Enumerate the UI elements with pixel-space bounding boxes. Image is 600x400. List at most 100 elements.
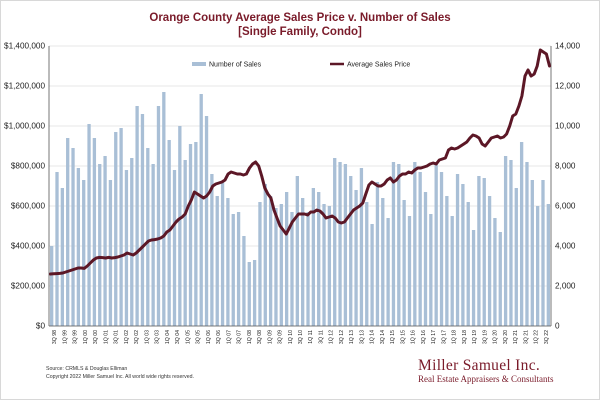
x-tick-label: 1Q 21 [513,330,519,344]
sales-bar [279,204,283,326]
sales-bar [301,198,305,326]
x-tick-label: 1Q 03 [144,330,150,344]
sales-bar [162,92,166,326]
x-tick-label: 1Q 22 [534,330,540,344]
sales-bar [317,192,321,326]
sales-bar [172,170,177,326]
sales-bar [215,196,219,326]
sales-bar [525,162,529,326]
x-tick-label: 1Q 14 [370,330,376,344]
sales-bar [477,176,481,326]
x-tick-label: 1Q 16 [411,330,417,344]
sales-bar [381,198,385,326]
sales-bar [204,116,209,326]
source-note: Source: CRMLS & Douglas Elliman Copyrigh… [46,365,194,381]
x-tick-label: 3Q 16 [421,330,427,344]
x-tick-label: 3Q 10 [298,330,304,344]
right-tick-label: 12,000 [555,82,580,91]
sales-bar [178,126,182,326]
x-tick-label: 1Q 10 [288,330,294,344]
sales-bar [322,204,326,326]
x-tick-label: 3Q 13 [359,330,365,344]
sales-bar [82,180,86,326]
x-tick-label: 1Q 05 [185,330,191,344]
sales-bar [333,158,337,326]
sales-bar [268,196,273,326]
x-tick-label: 1Q 08 [247,330,253,344]
brand-logo: Miller Samuel Inc. Real Estate Appraiser… [418,357,553,384]
sales-bar [135,106,139,326]
sales-bar [461,184,465,326]
x-tick-label: 3Q 17 [441,330,447,344]
left-tick-label: $800,000 [11,162,46,171]
sales-bar [487,196,492,326]
sales-bar [226,198,230,326]
x-tick-label: 1Q 12 [329,330,335,344]
sales-bar [274,208,278,326]
sales-bar [306,212,310,326]
sales-bar [311,188,316,326]
x-tick-label: 1Q 07 [226,330,232,344]
sales-bar [423,192,428,326]
left-tick-label: $0 [36,322,46,331]
sales-bar [103,156,107,326]
right-tick-label: 2,000 [555,282,576,291]
x-tick-label: 1Q 99 [62,330,68,344]
x-tick-label: 1Q 17 [431,330,437,344]
sales-bar [535,206,540,326]
sales-bar [375,182,380,326]
x-tick-label: 3Q 12 [339,330,345,344]
sales-bar [55,172,59,326]
sales-bar [397,164,401,326]
x-tick-label: 1Q 20 [493,330,499,344]
sales-bar [252,260,257,326]
sales-bar [354,190,358,326]
x-tick-label: 3Q 18 [462,330,468,344]
right-tick-label: 10,000 [555,122,580,131]
sales-bar [124,170,129,326]
sales-bar [130,158,134,326]
sales-bar [92,138,97,326]
sales-bar [498,232,502,326]
sales-bar [60,188,65,326]
sales-bar [146,148,150,326]
x-tick-label: 3Q 04 [175,330,181,344]
sales-bar [108,180,113,326]
x-tick-label: 1Q 06 [206,330,212,344]
left-tick-label: $600,000 [11,202,46,211]
sales-bar [263,184,267,326]
left-tick-label: $200,000 [11,282,46,291]
sales-bar [338,162,342,326]
x-tick-label: 3Q 98 [52,330,58,344]
left-tick-label: $1,200,000 [4,82,45,91]
left-tick-label: $400,000 [11,242,46,251]
x-tick-label: 3Q 20 [503,330,509,344]
sales-bar [407,216,412,326]
x-tick-label: 3Q 14 [380,330,386,344]
right-tick-label: 0 [555,322,560,331]
legend-label-price: Average Sales Price [347,62,410,69]
x-tick-label: 3Q 03 [155,330,161,344]
bars-group [50,92,550,326]
sales-bar [119,128,123,326]
sales-bar [76,168,81,326]
sales-bar [188,144,193,326]
x-tick-label: 3Q 11 [318,330,324,344]
sales-bar [519,142,524,326]
sales-bar [327,206,332,326]
x-tick-label: 3Q 01 [114,330,120,344]
left-tick-label: $1,000,000 [4,122,45,131]
sales-bar [295,176,299,326]
title-line-1: Orange County Average Sales Price v. Num… [149,12,451,24]
sales-bar [242,236,246,326]
x-tick-label: 1Q 19 [472,330,478,344]
x-tick-label: 3Q 06 [216,330,222,344]
sales-bar [455,174,460,326]
sales-bar [236,212,241,326]
sales-bar [471,230,476,326]
x-tick-label: 3Q 99 [73,330,79,344]
sales-bar [247,262,251,326]
sales-bar [183,160,187,326]
sales-bar [541,180,545,326]
source-line: Source: CRMLS & Douglas Elliman [46,366,128,372]
